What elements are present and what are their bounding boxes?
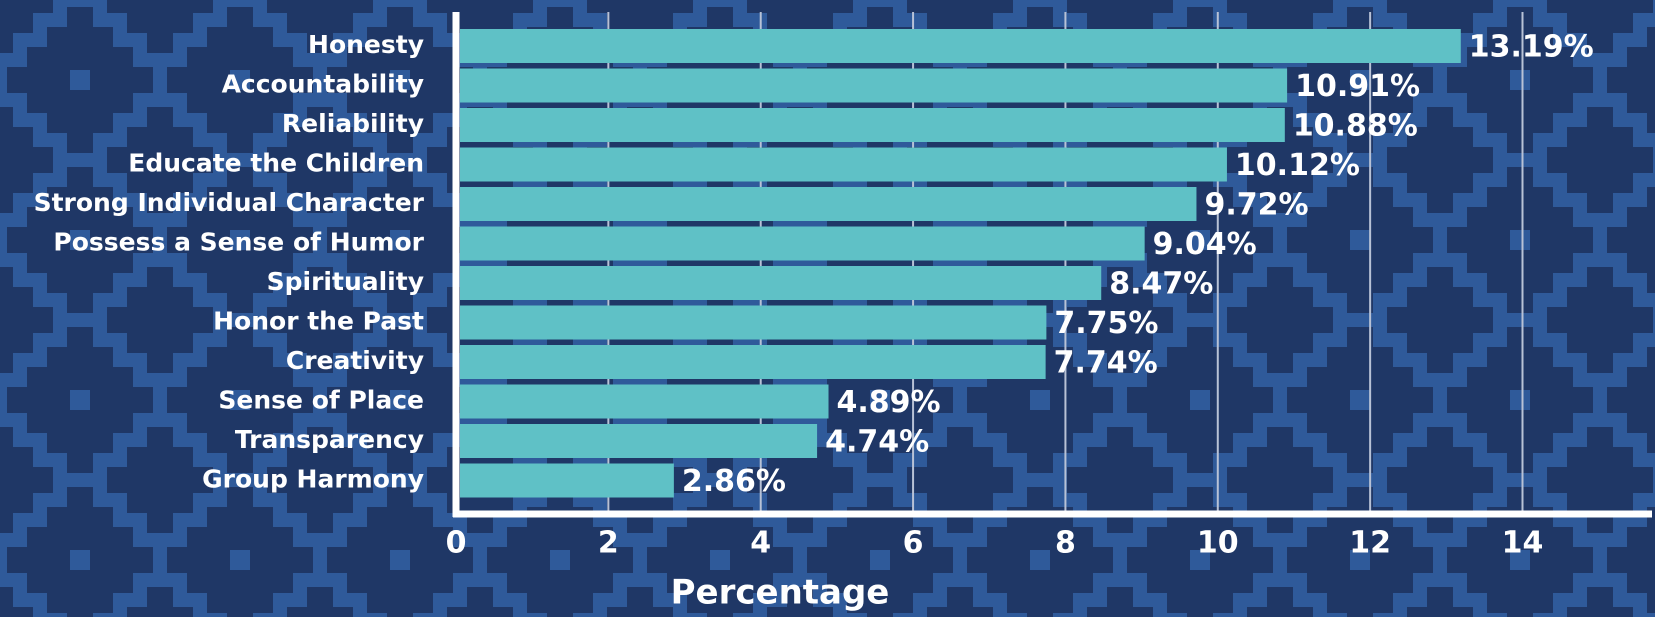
data-label: 7.75% bbox=[1054, 306, 1158, 341]
y-tick-label: Accountability bbox=[222, 70, 424, 99]
data-label: 10.12% bbox=[1235, 148, 1360, 183]
bar bbox=[460, 345, 1046, 379]
data-label: 9.04% bbox=[1153, 227, 1257, 262]
y-tick-label: Honesty bbox=[308, 30, 424, 59]
data-label: 7.74% bbox=[1054, 346, 1158, 381]
y-tick-label: Sense of Place bbox=[218, 386, 424, 415]
bar bbox=[460, 108, 1285, 142]
x-tick-label: 12 bbox=[1349, 526, 1391, 561]
x-tick-label: 2 bbox=[598, 526, 619, 561]
bar bbox=[460, 29, 1461, 63]
y-tick-label: Reliability bbox=[282, 109, 424, 138]
data-label: 9.72% bbox=[1204, 188, 1308, 223]
y-tick-label: Transparency bbox=[235, 425, 424, 454]
y-tick-label: Educate the Children bbox=[128, 149, 424, 178]
bar bbox=[460, 68, 1288, 103]
data-label: 10.91% bbox=[1295, 69, 1420, 104]
x-axis-label: Percentage bbox=[671, 573, 890, 613]
x-tick-label: 14 bbox=[1502, 526, 1544, 561]
x-tick-label: 6 bbox=[903, 526, 924, 561]
data-label: 13.19% bbox=[1469, 30, 1594, 65]
data-label: 10.88% bbox=[1293, 109, 1418, 144]
x-tick-label: 10 bbox=[1197, 526, 1239, 561]
bar bbox=[460, 147, 1227, 182]
y-tick-label: Strong Individual Character bbox=[34, 188, 425, 217]
data-label: 4.74% bbox=[825, 425, 929, 460]
bar bbox=[460, 463, 674, 498]
bar bbox=[460, 384, 829, 419]
data-label: 8.47% bbox=[1109, 267, 1213, 302]
y-tick-label: Honor the Past bbox=[213, 307, 424, 336]
x-tick-label: 0 bbox=[446, 526, 467, 561]
data-label: 4.89% bbox=[837, 385, 941, 420]
y-tick-label: Group Harmony bbox=[202, 465, 424, 494]
x-tick-label: 8 bbox=[1055, 526, 1076, 561]
y-tick-label: Spirituality bbox=[267, 267, 424, 296]
bar bbox=[460, 187, 1197, 221]
bar bbox=[460, 266, 1102, 300]
x-tick-label: 4 bbox=[750, 526, 771, 561]
bar bbox=[460, 305, 1047, 340]
bar bbox=[460, 424, 818, 458]
bar bbox=[460, 226, 1145, 261]
y-tick-label: Creativity bbox=[286, 346, 424, 375]
data-label: 2.86% bbox=[682, 464, 786, 499]
y-tick-label: Possess a Sense of Humor bbox=[53, 228, 424, 257]
